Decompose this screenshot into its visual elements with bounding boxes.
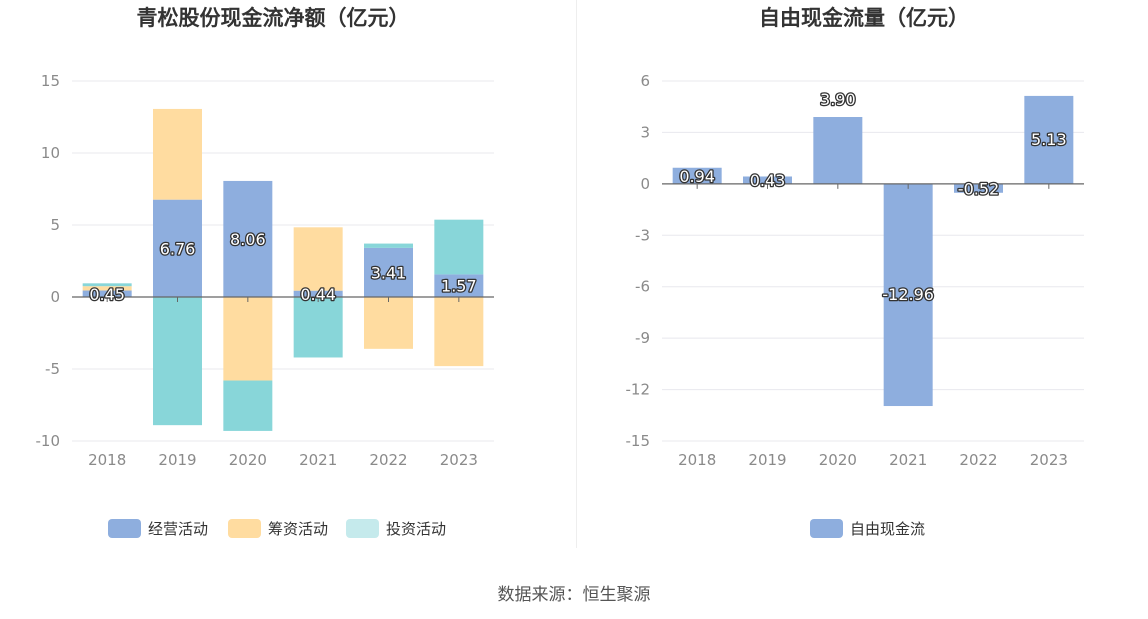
y-tick-label: -6 xyxy=(635,278,650,296)
data-label-2021: 0.44 xyxy=(300,285,336,304)
bar-financing-2021 xyxy=(293,227,343,291)
bar-operating-2019 xyxy=(153,199,202,297)
data-label-2022: -0.52 xyxy=(958,179,999,198)
x-tick-label: 2020 xyxy=(819,451,857,469)
legend-swatch-financing xyxy=(228,519,261,538)
y-tick-label: 6 xyxy=(640,72,650,90)
y-tick-label: 0 xyxy=(50,288,60,306)
legend-swatch-free_cash_flow xyxy=(810,519,843,538)
x-tick-label: 2023 xyxy=(1030,451,1068,469)
bar-free_cash_flow-2018 xyxy=(672,167,722,184)
bar-operating-2018 xyxy=(82,290,132,297)
bar-operating-2022 xyxy=(364,247,413,297)
y-tick-label: -9 xyxy=(635,329,650,347)
data-label-2022: 3.41 xyxy=(371,263,407,282)
chart-panel-1: 青松股份现金流净额（亿元） 15 10 5 0 -5 -10 0.45 6.76 8.06 0.44… xyxy=(36,6,494,538)
bar-operating-2023 xyxy=(434,274,484,297)
legend-swatch-operating xyxy=(108,519,141,538)
y-tick-label: -5 xyxy=(45,360,60,378)
bar-operating-2020 xyxy=(223,180,273,297)
y-tick-label: -12 xyxy=(626,381,651,399)
bar-operating-2021 xyxy=(293,290,343,297)
bar-financing-2023 xyxy=(434,297,484,367)
bar-financing-2022 xyxy=(364,297,413,349)
bar-free_cash_flow-2020 xyxy=(813,117,863,184)
data-label-2018: 0.94 xyxy=(679,167,715,186)
data-label-2023: 1.57 xyxy=(441,277,477,296)
x-tick-label: 2022 xyxy=(959,451,997,469)
chart-title: 自由现金流量（亿元） xyxy=(759,6,969,30)
x-tick-label: 2020 xyxy=(229,451,267,469)
y-tick-label: -3 xyxy=(635,226,650,244)
bar-free_cash_flow-2023 xyxy=(1024,95,1074,184)
x-tick-label: 2018 xyxy=(88,451,126,469)
bar-financing-2018 xyxy=(82,286,132,291)
data-label-2021: -12.96 xyxy=(882,285,934,304)
x-tick-label: 2023 xyxy=(440,451,478,469)
x-tick-label: 2018 xyxy=(678,451,716,469)
y-tick-label: -15 xyxy=(626,432,651,450)
legend-swatch-investing xyxy=(346,519,379,538)
data-label-2020: 3.90 xyxy=(820,90,856,109)
data-label-2020: 8.06 xyxy=(230,230,266,249)
x-tick-label: 2022 xyxy=(369,451,407,469)
chart-title: 青松股份现金流净额（亿元） xyxy=(137,6,410,30)
y-tick-label: 3 xyxy=(640,123,650,141)
bar-investing-2021 xyxy=(293,297,343,358)
x-tick-label: 2019 xyxy=(158,451,196,469)
bar-free_cash_flow-2019 xyxy=(743,176,792,184)
data-label-2019: 0.43 xyxy=(750,171,786,190)
bar-investing-2023 xyxy=(434,219,484,275)
data-label-2023: 5.13 xyxy=(1031,130,1067,149)
y-tick-label: 0 xyxy=(640,175,650,193)
y-tick-label: 15 xyxy=(41,72,60,90)
y-tick-label: -10 xyxy=(36,432,61,450)
y-tick-label: 10 xyxy=(41,144,60,162)
legend-label-investing: 投资活动 xyxy=(386,520,446,538)
chart-panel-2: 自由现金流量（亿元） 6 3 0 -3 -6 -9 -12 -15 0.94 0.43 3.90 -12… xyxy=(626,6,1084,538)
y-tick-label: 5 xyxy=(50,216,60,234)
x-tick-label: 2021 xyxy=(299,451,337,469)
legend-label-operating: 经营活动 xyxy=(148,520,208,538)
data-label-2018: 0.45 xyxy=(89,285,125,304)
legend-label-free_cash_flow: 自由现金流 xyxy=(850,520,925,538)
bar-financing-2019 xyxy=(153,108,202,200)
panel-divider xyxy=(576,0,577,548)
bar-investing-2019 xyxy=(153,297,202,426)
bar-financing-2020 xyxy=(223,297,273,381)
x-tick-label: 2021 xyxy=(889,451,927,469)
legend-label-financing: 筹资活动 xyxy=(268,520,328,538)
bar-investing-2022 xyxy=(364,243,413,248)
data-label-2019: 6.76 xyxy=(160,239,196,258)
data-source-note: 数据来源：恒生聚源 xyxy=(497,585,651,605)
bar-investing-2020 xyxy=(223,380,273,431)
bar-investing-2018 xyxy=(82,283,132,287)
bar-free_cash_flow-2021 xyxy=(883,183,933,407)
x-tick-label: 2019 xyxy=(748,451,786,469)
